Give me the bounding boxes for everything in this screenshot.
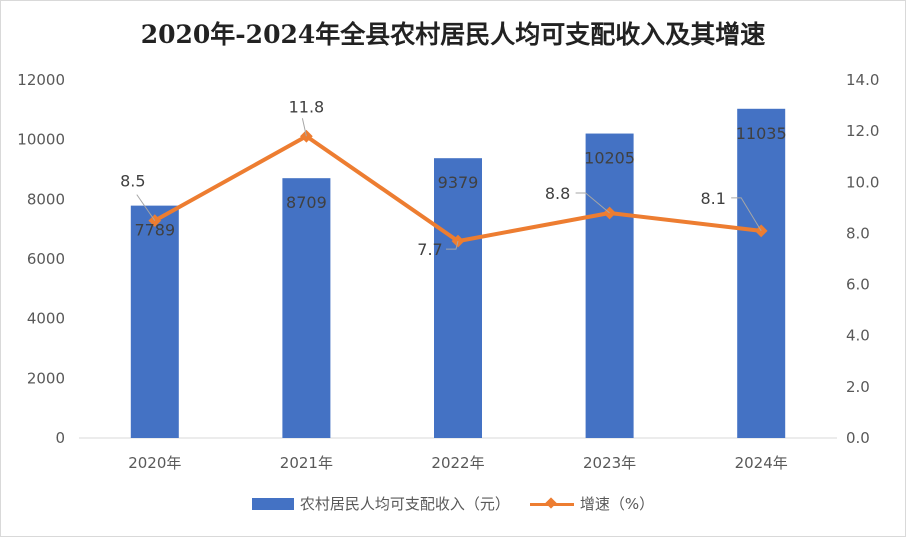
label-leader-line xyxy=(731,197,762,232)
y-right-tick-label: 0.0 xyxy=(846,429,870,447)
bar xyxy=(130,205,179,438)
y-right-tick-label: 6.0 xyxy=(846,276,870,294)
bar-value-label: 8709 xyxy=(286,193,327,212)
legend-item-income: 农村居民人均可支配收入（元） xyxy=(251,493,510,514)
line-value-label: 8.1 xyxy=(700,189,725,208)
y-right-tick-label: 12.0 xyxy=(846,122,879,140)
legend-swatch-line xyxy=(529,496,574,510)
legend-item-growth: 增速（%） xyxy=(529,493,655,514)
legend-swatch-bar xyxy=(251,497,294,510)
line-value-label: 8.5 xyxy=(120,172,145,191)
data-labels-group: 7789 8709 9379 10205 11035 8.5 11.8 7.7 8.8 8.1 xyxy=(120,97,787,259)
bar-value-label: 7789 xyxy=(134,221,175,240)
label-leader-line xyxy=(446,240,459,250)
x-tick-label: 2024年 xyxy=(735,454,788,472)
legend: 农村居民人均可支配收入（元） 增速（%） xyxy=(1,493,905,514)
axes-group: 0 2000 4000 6000 8000 10000 12000 0.0 2.0 4.0 6.0 8… xyxy=(17,71,879,472)
line-value-label: 11.8 xyxy=(289,97,325,116)
y-right-tick-label: 2.0 xyxy=(846,378,870,396)
label-leader-line xyxy=(136,194,156,221)
y-right-tick-label: 4.0 xyxy=(846,327,870,345)
bar xyxy=(282,178,331,438)
bar xyxy=(434,158,482,438)
chart-title: 2020年-2024年全县农村居民人均可支配收入及其增速 xyxy=(140,20,766,49)
label-leader-line xyxy=(301,118,307,137)
y-left-tick-label: 8000 xyxy=(27,190,65,208)
label-leader-line xyxy=(575,192,610,214)
y-left-tick-label: 6000 xyxy=(27,250,65,268)
bar-value-label: 11035 xyxy=(736,124,787,143)
x-tick-label: 2021年 xyxy=(280,454,333,472)
y-left-tick-label: 10000 xyxy=(17,131,65,149)
x-tick-label: 2020年 xyxy=(128,454,181,472)
y-right-tick-label: 14.0 xyxy=(846,71,879,89)
legend-label-income: 农村居民人均可支配收入（元） xyxy=(299,495,510,513)
y-left-tick-label: 12000 xyxy=(17,71,65,89)
legend-label-growth: 增速（%） xyxy=(579,495,655,513)
y-right-tick-label: 8.0 xyxy=(846,224,870,242)
bar-value-label: 10205 xyxy=(584,149,635,168)
bars-group xyxy=(130,108,786,438)
line-value-label: 7.7 xyxy=(417,240,442,259)
x-tick-label: 2022年 xyxy=(431,454,484,472)
y-left-tick-label: 2000 xyxy=(27,369,65,387)
line-value-label: 8.8 xyxy=(545,184,570,203)
y-right-tick-label: 10.0 xyxy=(846,173,879,191)
combo-chart: 0 2000 4000 6000 8000 10000 12000 0.0 2.0 4.0 6.0 8… xyxy=(17,71,879,472)
bar-value-label: 9379 xyxy=(438,173,479,192)
bar xyxy=(737,108,786,438)
bar xyxy=(585,133,634,438)
y-left-tick-label: 0 xyxy=(55,429,65,447)
x-tick-label: 2023年 xyxy=(583,454,636,472)
y-left-tick-label: 4000 xyxy=(27,310,65,328)
